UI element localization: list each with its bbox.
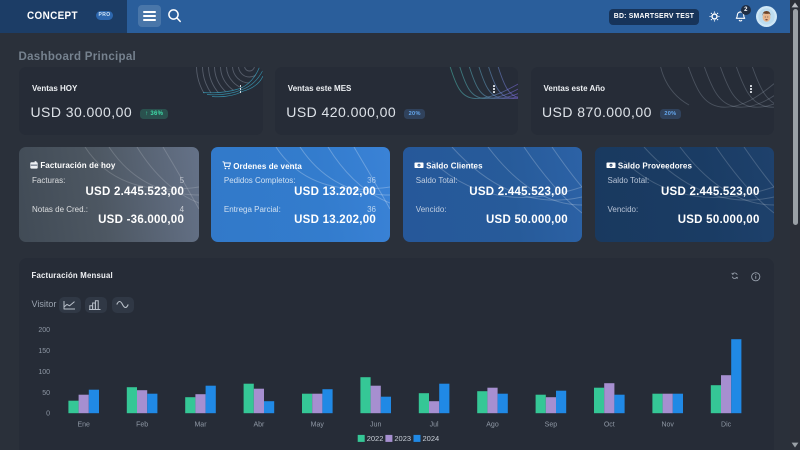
svg-text:100: 100 xyxy=(38,369,50,376)
svg-text:Nov: Nov xyxy=(661,422,674,429)
svg-text:0: 0 xyxy=(46,411,50,418)
svg-text:200: 200 xyxy=(38,327,50,334)
svg-text:2024: 2024 xyxy=(423,434,440,443)
svg-text:Feb: Feb xyxy=(136,422,148,429)
svg-text:50: 50 xyxy=(42,390,50,397)
svg-text:Jun: Jun xyxy=(370,422,381,429)
svg-text:Sep: Sep xyxy=(545,422,558,429)
svg-text:Oct: Oct xyxy=(604,422,615,429)
svg-text:Ene: Ene xyxy=(77,422,90,429)
svg-text:Jul: Jul xyxy=(430,422,439,429)
svg-text:2023: 2023 xyxy=(394,434,411,443)
svg-text:150: 150 xyxy=(38,348,50,355)
svg-text:May: May xyxy=(311,422,325,429)
svg-text:Dic: Dic xyxy=(721,422,732,429)
svg-text:Ago: Ago xyxy=(486,422,499,429)
svg-text:2022: 2022 xyxy=(367,434,384,443)
svg-text:Mar: Mar xyxy=(194,422,207,429)
svg-text:Abr: Abr xyxy=(253,422,265,429)
